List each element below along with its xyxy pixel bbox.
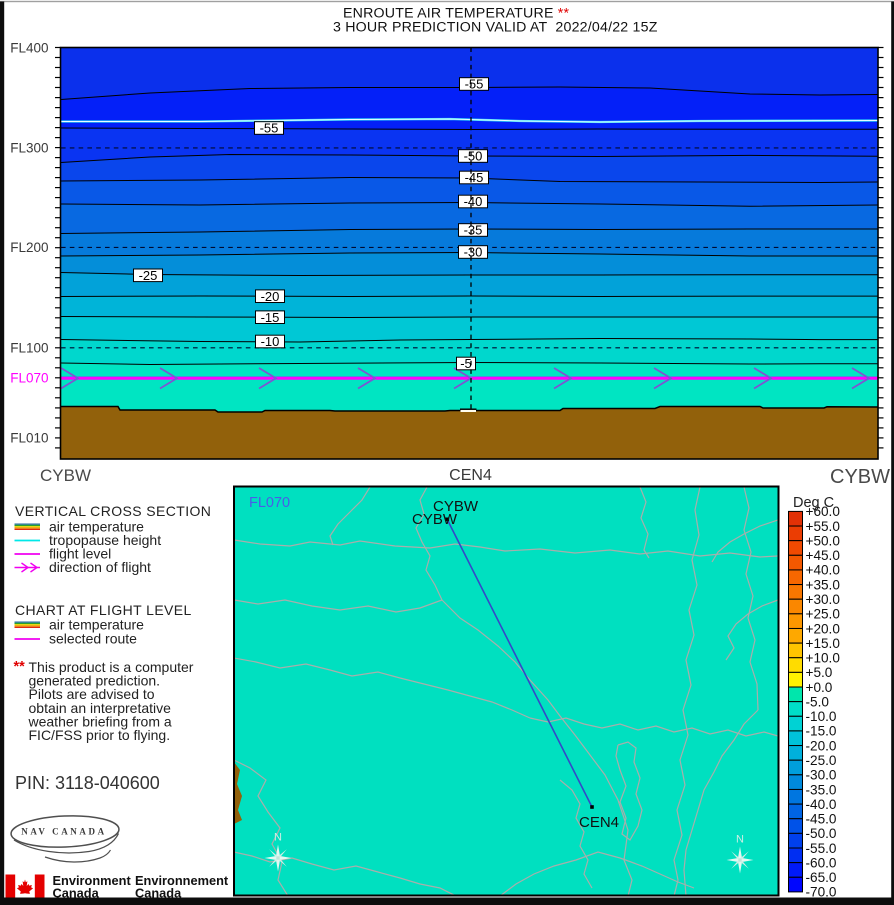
svg-text:-30: -30 (464, 245, 483, 260)
svg-text:-40: -40 (464, 194, 483, 209)
svg-text:CYBW: CYBW (433, 498, 479, 515)
svg-text:-15.0: -15.0 (806, 724, 837, 739)
svg-text:+60.0: +60.0 (806, 504, 841, 519)
svg-text:-35.0: -35.0 (806, 782, 837, 797)
svg-text:+55.0: +55.0 (806, 519, 841, 534)
svg-text:air temperature: air temperature (49, 617, 144, 633)
svg-text:+25.0: +25.0 (806, 607, 841, 622)
svg-text:obtain an interpretative: obtain an interpretative (29, 700, 172, 716)
svg-text:-25: -25 (139, 268, 158, 283)
svg-text:+45.0: +45.0 (806, 548, 841, 563)
svg-text:air temperature: air temperature (49, 519, 144, 535)
svg-text:Environnement: Environnement (135, 873, 229, 888)
svg-text:FL010: FL010 (10, 431, 48, 446)
svg-text:direction of flight: direction of flight (49, 559, 151, 575)
svg-text:-20.0: -20.0 (806, 738, 837, 753)
svg-text:-10.0: -10.0 (806, 709, 837, 724)
svg-text:+30.0: +30.0 (806, 592, 841, 607)
svg-text:-55.0: -55.0 (806, 841, 837, 856)
svg-text:+20.0: +20.0 (806, 621, 841, 636)
svg-text:+5.0: +5.0 (806, 665, 833, 680)
svg-text:This product is a computer: This product is a computer (29, 659, 194, 675)
svg-text:FL070: FL070 (10, 371, 48, 386)
svg-text:VERTICAL CROSS SECTION: VERTICAL CROSS SECTION (15, 503, 211, 519)
svg-text:-40.0: -40.0 (806, 797, 837, 812)
svg-text:NAV CANADA: NAV CANADA (21, 827, 106, 837)
svg-text:-60.0: -60.0 (806, 855, 837, 870)
svg-text:Environment: Environment (53, 873, 132, 888)
svg-text:CHART AT FLIGHT LEVEL: CHART AT FLIGHT LEVEL (15, 602, 192, 618)
svg-text:flight level: flight level (49, 546, 111, 562)
svg-text:tropopause height: tropopause height (49, 532, 161, 548)
svg-text:-45.0: -45.0 (806, 812, 837, 827)
svg-text:weather briefing from a: weather briefing from a (28, 713, 172, 729)
svg-text:FL070: FL070 (249, 495, 290, 511)
svg-text:+10.0: +10.0 (806, 651, 841, 666)
svg-text:CEN4: CEN4 (449, 467, 492, 484)
svg-text:FL300: FL300 (10, 141, 48, 156)
svg-text:generated prediction.: generated prediction. (29, 673, 161, 689)
svg-text:FL200: FL200 (10, 240, 48, 255)
svg-text:Deg C: Deg C (793, 495, 834, 511)
svg-text:FIC/FSS prior to flying.: FIC/FSS prior to flying. (29, 727, 171, 743)
svg-text:CYBW: CYBW (412, 511, 458, 528)
svg-text:-50: -50 (464, 149, 483, 164)
svg-text:FL400: FL400 (10, 40, 48, 55)
svg-text:selected route: selected route (49, 631, 137, 647)
svg-text:-70.0: -70.0 (806, 885, 837, 900)
svg-text:CYBW: CYBW (40, 466, 91, 485)
svg-text:PIN: 3118-040600: PIN: 3118-040600 (15, 773, 160, 793)
svg-text:+35.0: +35.0 (806, 577, 841, 592)
svg-text:-10: -10 (261, 334, 280, 349)
svg-text:+40.0: +40.0 (806, 563, 841, 578)
svg-text:-35: -35 (464, 223, 483, 238)
svg-text:-20: -20 (261, 289, 280, 304)
svg-text:+15.0: +15.0 (806, 636, 841, 651)
svg-text:-50.0: -50.0 (806, 826, 837, 841)
svg-text:N: N (736, 834, 744, 846)
svg-text:3 HOUR PREDICTION VALID AT 20: 3 HOUR PREDICTION VALID AT 2022/04/22 15… (333, 20, 658, 36)
svg-text:-65.0: -65.0 (806, 870, 837, 885)
svg-text:ENROUTE AIR TEMPERATURE **: ENROUTE AIR TEMPERATURE ** (343, 6, 569, 22)
svg-text:CEN4: CEN4 (579, 814, 619, 831)
svg-text:N: N (274, 832, 282, 844)
svg-text:CYBW: CYBW (830, 466, 890, 488)
svg-text:-5: -5 (460, 356, 472, 371)
svg-text:-55: -55 (465, 77, 484, 92)
svg-text:Pilots are advised to: Pilots are advised to (29, 686, 155, 702)
svg-text:-25.0: -25.0 (806, 753, 837, 768)
svg-text:-55: -55 (260, 121, 279, 136)
svg-text:Canada: Canada (53, 886, 100, 901)
svg-text:+50.0: +50.0 (806, 533, 841, 548)
svg-text:+0.0: +0.0 (806, 680, 833, 695)
svg-text:**: ** (14, 659, 26, 675)
svg-text:-5.0: -5.0 (806, 694, 830, 709)
svg-text:-15: -15 (261, 310, 280, 325)
svg-text:Canada: Canada (135, 886, 182, 901)
svg-text:-30.0: -30.0 (806, 768, 837, 783)
svg-text:FL100: FL100 (10, 341, 48, 356)
svg-text:-45: -45 (465, 170, 484, 185)
